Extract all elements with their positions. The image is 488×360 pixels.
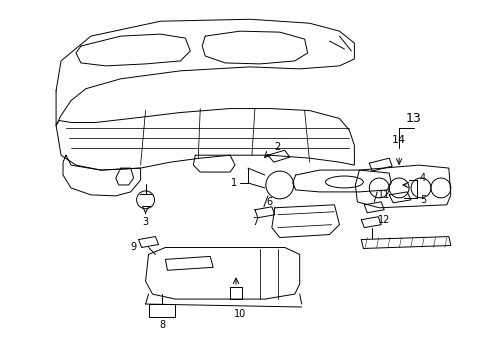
Text: 10: 10 — [233, 309, 245, 319]
Text: 9: 9 — [130, 243, 137, 252]
Text: 2: 2 — [274, 142, 281, 152]
Text: 5: 5 — [419, 195, 425, 205]
Text: 3: 3 — [142, 217, 148, 227]
Text: 4: 4 — [419, 173, 425, 183]
Text: 12: 12 — [377, 215, 389, 225]
Text: 11: 11 — [377, 190, 389, 200]
Text: 14: 14 — [391, 135, 406, 145]
Text: 7: 7 — [251, 217, 258, 227]
Text: 8: 8 — [159, 320, 165, 330]
Text: 1: 1 — [230, 178, 237, 188]
Text: 13: 13 — [406, 112, 421, 125]
Text: 6: 6 — [266, 197, 272, 207]
